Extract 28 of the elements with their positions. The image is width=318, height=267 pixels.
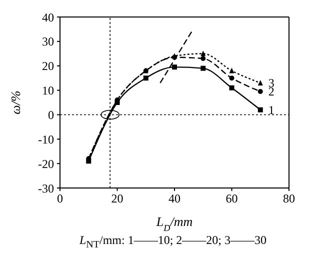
y-tick-label: 0 (48, 108, 54, 122)
y-tick-label: 30 (42, 34, 54, 49)
point (258, 89, 263, 94)
y-tick-label: 20 (42, 59, 54, 74)
point (258, 107, 263, 112)
y-axis-title: ω/% (8, 90, 23, 114)
point (200, 56, 206, 62)
x-tick-label: 60 (226, 192, 238, 206)
point (258, 80, 263, 86)
x-axis-title: L$_{D}$/mm (155, 214, 193, 233)
x-tick-label: 0 (57, 192, 63, 206)
point (172, 64, 177, 70)
y-tick-label: -20 (38, 156, 54, 171)
point (143, 76, 148, 81)
point (200, 50, 206, 56)
y-tick-label: 10 (42, 84, 54, 98)
x-tick-label: 20 (111, 192, 124, 206)
x-tick-label: 40 (168, 192, 180, 206)
y-tick-label: 40 (42, 10, 54, 24)
text: L$_{NT}$/mm: 1——10; 2——20; 3——30 (78, 233, 268, 250)
y-tick-label: -30 (38, 181, 54, 196)
x-tick-label: 80 (283, 192, 295, 206)
point (229, 68, 234, 74)
y-tick-label: -10 (38, 132, 54, 146)
point (229, 85, 234, 90)
point (229, 76, 234, 81)
series-label: 1 (268, 102, 274, 117)
point (200, 66, 206, 71)
